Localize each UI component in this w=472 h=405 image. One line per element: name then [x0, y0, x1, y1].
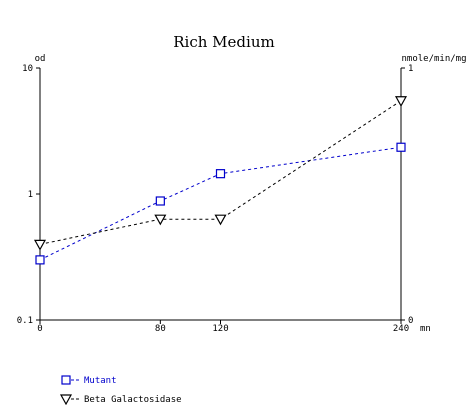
chart-title: Rich Medium [173, 33, 274, 51]
y-right-tick-label: 0 [408, 316, 413, 326]
series-line-2 [39, 100, 402, 245]
legend-label-1: Mutant [84, 376, 117, 386]
right-axis-label: nmole/min/mg [401, 54, 466, 64]
y-left-tick-label: 10 [22, 64, 33, 74]
y-right-tick-label: 1 [408, 64, 413, 74]
legend-label-2: Beta Galactosidase [84, 395, 182, 405]
x-axis-label: mn [420, 324, 431, 334]
ticks: 0 80 120 240 0.1 1 10 0 1 [17, 64, 414, 334]
x-tick-label: 120 [212, 324, 228, 334]
series-line-1 [39, 146, 402, 261]
x-tick-label: 240 [393, 324, 409, 334]
series-2-point [33, 239, 47, 251]
legend: Mutant Beta Galactosidase [59, 375, 182, 405]
series-1-point [35, 255, 45, 265]
legend-marker-1 [61, 375, 71, 385]
y-left-tick-label: 0.1 [17, 316, 33, 326]
series-layer [33, 96, 408, 265]
x-tick-label: 0 [37, 324, 42, 334]
series-2-point [154, 214, 167, 226]
series-2-point [394, 96, 408, 107]
series-1-point [155, 196, 165, 206]
series-1-point [396, 142, 406, 152]
x-tick-label: 80 [155, 324, 166, 334]
series-1-point [215, 169, 226, 179]
legend-marker-2 [59, 394, 73, 405]
series-2-point [214, 214, 227, 226]
left-axis-label: od [35, 54, 46, 64]
y-left-tick-label: 1 [28, 190, 33, 200]
